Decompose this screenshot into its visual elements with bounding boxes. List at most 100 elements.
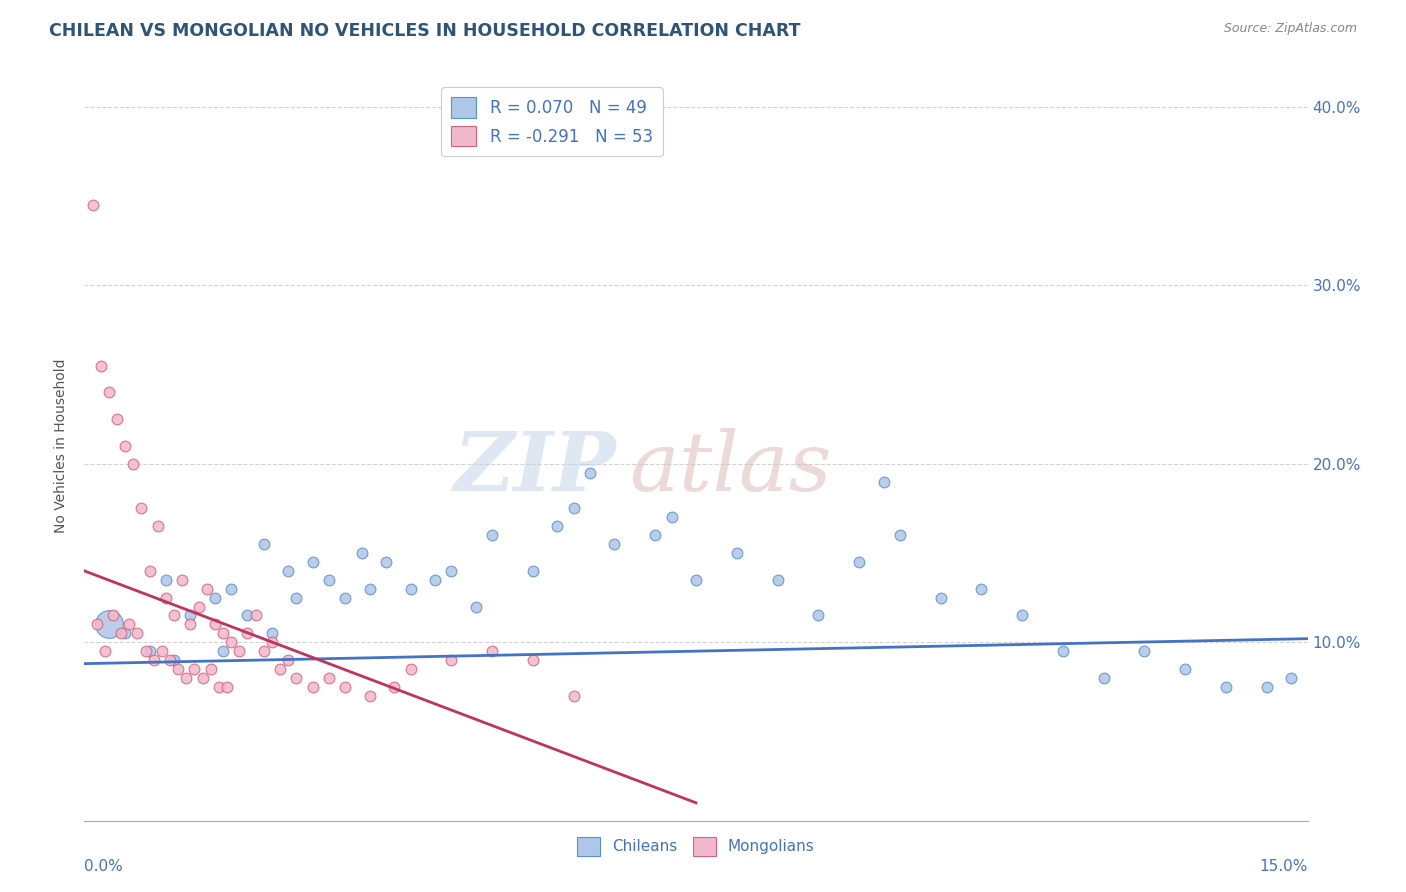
Point xyxy=(399,662,422,676)
Point xyxy=(1256,680,1278,694)
Point xyxy=(191,671,214,685)
Point xyxy=(208,680,231,694)
Point xyxy=(105,412,128,426)
Point xyxy=(301,555,323,569)
Legend: Chileans, Mongolians: Chileans, Mongolians xyxy=(571,830,821,862)
Point xyxy=(440,564,463,578)
Point xyxy=(603,537,626,551)
Point xyxy=(725,546,748,560)
Point xyxy=(122,457,145,471)
Point xyxy=(970,582,993,596)
Text: 0.0%: 0.0% xyxy=(84,859,124,873)
Point xyxy=(579,466,602,480)
Point xyxy=(110,626,132,640)
Point xyxy=(245,608,267,623)
Point xyxy=(399,582,422,596)
Point xyxy=(301,680,323,694)
Point xyxy=(481,644,503,658)
Point xyxy=(82,198,104,212)
Point xyxy=(212,644,235,658)
Point xyxy=(318,671,340,685)
Point xyxy=(142,653,165,667)
Point xyxy=(562,501,585,516)
Point xyxy=(253,537,276,551)
Point xyxy=(228,644,250,658)
Point xyxy=(219,635,242,649)
Point xyxy=(204,591,226,605)
Point xyxy=(118,617,141,632)
Point xyxy=(1052,644,1074,658)
Point xyxy=(872,475,894,489)
Point xyxy=(131,501,153,516)
Point xyxy=(848,555,870,569)
Point xyxy=(350,546,373,560)
Point xyxy=(114,439,136,453)
Point xyxy=(253,644,276,658)
Point xyxy=(138,564,160,578)
Point xyxy=(1092,671,1115,685)
Point xyxy=(114,626,136,640)
Point xyxy=(285,591,308,605)
Point xyxy=(375,555,398,569)
Point xyxy=(260,635,283,649)
Point xyxy=(146,519,169,533)
Point xyxy=(1279,671,1302,685)
Point xyxy=(522,653,544,667)
Point xyxy=(1011,608,1033,623)
Point xyxy=(155,573,177,587)
Point xyxy=(93,644,115,658)
Point xyxy=(90,359,112,373)
Point xyxy=(172,573,194,587)
Point xyxy=(359,582,381,596)
Point xyxy=(101,608,124,623)
Point xyxy=(269,662,291,676)
Point xyxy=(546,519,568,533)
Point xyxy=(335,680,357,694)
Point xyxy=(464,599,486,614)
Point xyxy=(179,608,201,623)
Point xyxy=(212,626,235,640)
Point xyxy=(685,573,707,587)
Point xyxy=(204,617,226,632)
Point xyxy=(163,653,186,667)
Text: Source: ZipAtlas.com: Source: ZipAtlas.com xyxy=(1223,22,1357,36)
Point xyxy=(155,591,177,605)
Point xyxy=(127,626,149,640)
Point xyxy=(285,671,308,685)
Point xyxy=(86,617,108,632)
Point xyxy=(97,385,120,400)
Point xyxy=(195,582,218,596)
Text: 15.0%: 15.0% xyxy=(1260,859,1308,873)
Point xyxy=(150,644,173,658)
Point xyxy=(1215,680,1237,694)
Point xyxy=(167,662,190,676)
Point xyxy=(163,608,186,623)
Point xyxy=(1133,644,1156,658)
Point xyxy=(423,573,446,587)
Point xyxy=(889,528,911,542)
Text: ZIP: ZIP xyxy=(454,428,616,508)
Point xyxy=(766,573,789,587)
Point xyxy=(1174,662,1197,676)
Point xyxy=(335,591,357,605)
Point xyxy=(382,680,405,694)
Y-axis label: No Vehicles in Household: No Vehicles in Household xyxy=(55,359,69,533)
Point xyxy=(440,653,463,667)
Point xyxy=(236,608,259,623)
Point xyxy=(97,617,120,632)
Point xyxy=(260,626,283,640)
Point xyxy=(318,573,340,587)
Point xyxy=(200,662,222,676)
Point xyxy=(219,582,242,596)
Point xyxy=(359,689,381,703)
Point xyxy=(135,644,157,658)
Point xyxy=(481,528,503,542)
Point xyxy=(183,662,205,676)
Point xyxy=(562,689,585,703)
Point xyxy=(807,608,830,623)
Point xyxy=(174,671,197,685)
Point xyxy=(179,617,201,632)
Point xyxy=(138,644,160,658)
Point xyxy=(159,653,181,667)
Text: atlas: atlas xyxy=(628,428,831,508)
